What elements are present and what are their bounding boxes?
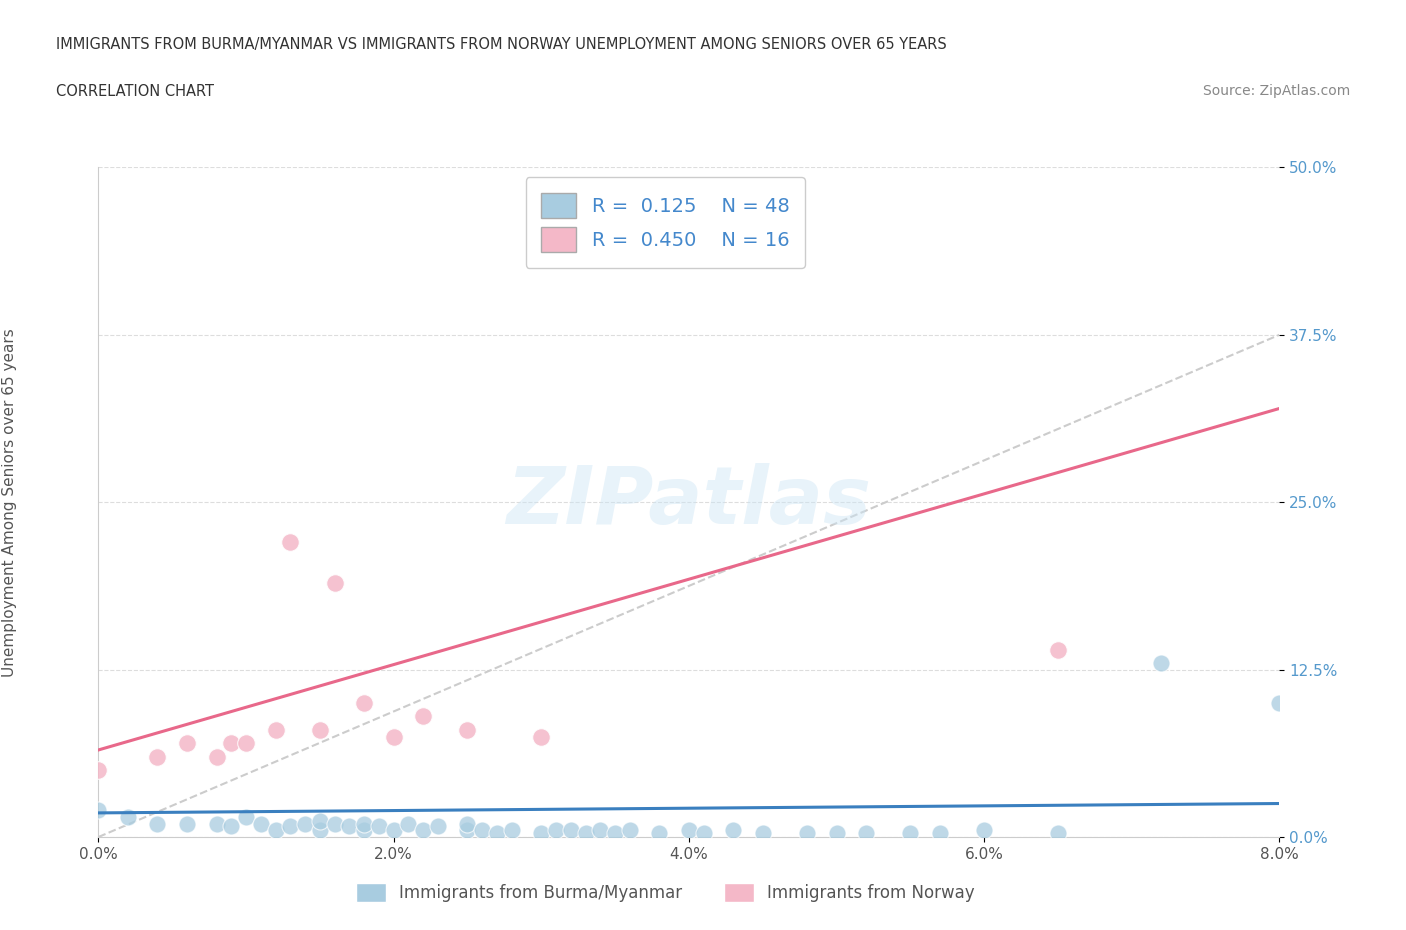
Point bbox=[117, 809, 139, 824]
Point bbox=[353, 823, 375, 838]
Point bbox=[501, 823, 523, 838]
Point bbox=[544, 823, 567, 838]
Point bbox=[721, 823, 744, 838]
Text: Unemployment Among Seniors over 65 years: Unemployment Among Seniors over 65 years bbox=[3, 328, 17, 677]
Point bbox=[693, 826, 716, 841]
Point bbox=[264, 823, 287, 838]
Point bbox=[323, 817, 346, 831]
Point bbox=[1046, 826, 1069, 841]
Legend: Immigrants from Burma/Myanmar, Immigrants from Norway: Immigrants from Burma/Myanmar, Immigrant… bbox=[349, 876, 981, 909]
Point bbox=[1046, 642, 1069, 657]
Point bbox=[219, 818, 242, 833]
Point bbox=[574, 826, 596, 841]
Point bbox=[382, 823, 405, 838]
Point bbox=[485, 826, 508, 841]
Point bbox=[323, 575, 346, 590]
Point bbox=[396, 817, 419, 831]
Point bbox=[250, 817, 273, 831]
Point bbox=[205, 750, 228, 764]
Point bbox=[471, 823, 494, 838]
Point bbox=[530, 826, 553, 841]
Point bbox=[294, 817, 316, 831]
Point bbox=[456, 817, 478, 831]
Point bbox=[382, 729, 405, 744]
Point bbox=[146, 817, 169, 831]
Point bbox=[278, 535, 301, 550]
Point bbox=[648, 826, 671, 841]
Point bbox=[308, 814, 332, 829]
Point bbox=[308, 723, 332, 737]
Point bbox=[928, 826, 950, 841]
Text: CORRELATION CHART: CORRELATION CHART bbox=[56, 84, 214, 99]
Point bbox=[678, 823, 700, 838]
Point bbox=[619, 823, 641, 838]
Point bbox=[456, 823, 478, 838]
Point bbox=[87, 803, 110, 817]
Point bbox=[1268, 696, 1291, 711]
Point bbox=[87, 763, 110, 777]
Point bbox=[264, 723, 287, 737]
Point bbox=[426, 818, 449, 833]
Point bbox=[308, 823, 332, 838]
Point bbox=[1150, 656, 1173, 671]
Point bbox=[855, 826, 877, 841]
Point bbox=[530, 729, 553, 744]
Point bbox=[176, 736, 198, 751]
Point bbox=[456, 723, 478, 737]
Text: ZIPatlas: ZIPatlas bbox=[506, 463, 872, 541]
Text: IMMIGRANTS FROM BURMA/MYANMAR VS IMMIGRANTS FROM NORWAY UNEMPLOYMENT AMONG SENIO: IMMIGRANTS FROM BURMA/MYANMAR VS IMMIGRA… bbox=[56, 37, 948, 52]
Point bbox=[825, 826, 848, 841]
Point bbox=[560, 823, 582, 838]
Point bbox=[589, 823, 612, 838]
Point bbox=[367, 818, 389, 833]
Point bbox=[235, 736, 257, 751]
Point bbox=[235, 809, 257, 824]
Point bbox=[353, 817, 375, 831]
Text: Source: ZipAtlas.com: Source: ZipAtlas.com bbox=[1202, 84, 1350, 98]
Point bbox=[353, 696, 375, 711]
Point bbox=[176, 817, 198, 831]
Point bbox=[796, 826, 818, 841]
Point bbox=[278, 818, 301, 833]
Point bbox=[337, 818, 360, 833]
Point bbox=[412, 709, 434, 724]
Point bbox=[751, 826, 773, 841]
Point bbox=[898, 826, 921, 841]
Point bbox=[146, 750, 169, 764]
Point bbox=[412, 823, 434, 838]
Point bbox=[219, 736, 242, 751]
Point bbox=[205, 817, 228, 831]
Point bbox=[973, 823, 995, 838]
Point bbox=[605, 826, 627, 841]
